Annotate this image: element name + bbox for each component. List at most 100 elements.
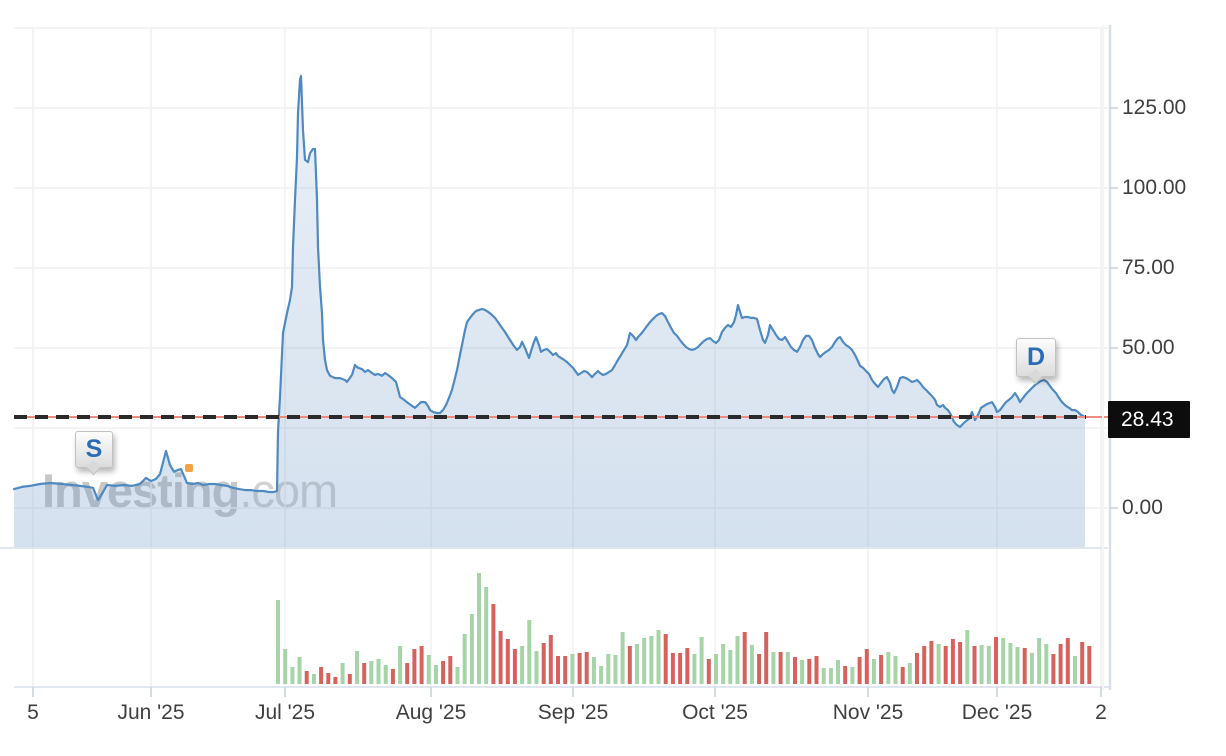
volume-bar [807, 659, 812, 684]
price-area-fill [14, 76, 1085, 547]
event-marker-d[interactable]: D [1016, 338, 1056, 385]
volume-bar [319, 667, 324, 684]
volume-bar [1058, 644, 1063, 684]
volume-bar [778, 652, 783, 684]
marker-letter: D [1026, 343, 1046, 371]
volume-bar [1044, 644, 1049, 684]
volume-bar [915, 653, 919, 684]
volume-bar [390, 669, 395, 684]
volume-bar [1037, 638, 1042, 684]
volume-bar [757, 654, 762, 684]
volume-bar [591, 657, 596, 684]
volume-bar [929, 641, 934, 684]
volume-bar [383, 665, 388, 684]
volume-bar [484, 587, 489, 684]
y-axis-label: 0.00 [1122, 496, 1163, 519]
volume-bar [347, 674, 352, 684]
volume-bar [800, 660, 805, 684]
volume-bar [979, 645, 984, 684]
volume-bar [613, 655, 618, 684]
volume-bar [304, 671, 309, 684]
volume-bar [548, 635, 553, 684]
volume-bar [326, 673, 331, 684]
volume-bar [728, 650, 733, 684]
volume-bar [584, 652, 589, 684]
volume-bar [505, 639, 510, 684]
volume-bar [965, 630, 970, 684]
volume-bar [290, 667, 295, 684]
price-line [12, 74, 1087, 502]
volume-bar [369, 661, 374, 684]
volume-bar [426, 655, 431, 684]
last-price-badge: 28.43 [1108, 401, 1190, 438]
volume-bar [606, 654, 611, 684]
volume-bar [836, 660, 840, 684]
volume-bar [376, 659, 381, 684]
volume-bar [936, 644, 941, 684]
volume-bar [663, 634, 668, 684]
volume-bar [900, 667, 905, 684]
volume-bar [635, 644, 639, 684]
x-axis-label: Aug '25 [395, 701, 467, 724]
x-axis-label: Sep '25 [537, 701, 609, 724]
volume-bar [1008, 643, 1013, 684]
watermark-orange-dot-icon [185, 464, 193, 472]
volume-bar [1080, 642, 1085, 684]
volume-bar [764, 632, 769, 684]
volume-bar [642, 638, 647, 684]
volume-bar [685, 648, 690, 684]
volume-bar [434, 665, 438, 684]
volume-bar [398, 646, 403, 684]
volume-bar [541, 643, 546, 684]
volume-bar [311, 674, 316, 684]
volume-bar [462, 634, 467, 684]
volume-bar [771, 652, 776, 684]
volume-bar [864, 649, 869, 684]
marker-letter: S [85, 435, 103, 463]
volume-bar [520, 646, 525, 684]
volume-bar [857, 657, 862, 684]
volume-bar [283, 649, 288, 684]
volume-bar [412, 649, 417, 684]
volume-bar [749, 645, 754, 684]
volume-bar [950, 639, 955, 684]
volume-bar [785, 652, 790, 684]
volume-bar [1001, 638, 1006, 684]
volume-bar [692, 654, 697, 684]
volume-bar [706, 659, 711, 684]
volume-bar [1087, 646, 1092, 684]
volume-bar [670, 653, 675, 684]
volume-bar [577, 653, 582, 684]
volume-bar [527, 620, 532, 684]
volume-bar [340, 663, 345, 684]
volume-bar [714, 654, 718, 684]
volume-bar [871, 659, 876, 684]
y-axis-label: 125.00 [1122, 96, 1187, 119]
x-axis-label: Nov '25 [832, 701, 904, 724]
volume-bar [1015, 647, 1020, 684]
volume-bar [649, 636, 654, 684]
volume-bar [333, 677, 338, 684]
volume-bar [362, 663, 367, 684]
volume-bar [879, 655, 884, 684]
volume-bar [922, 646, 927, 684]
x-axis-label: 5 [27, 701, 39, 724]
volume-bar [721, 644, 726, 684]
volume-bar [886, 652, 891, 684]
volume-bar [958, 642, 963, 684]
volume-bar [1051, 654, 1056, 684]
volume-bar [498, 631, 503, 684]
volume-bar [355, 651, 359, 684]
x-axis-label: Oct '25 [682, 701, 748, 724]
volume-bar [570, 654, 575, 684]
volume-bar [627, 646, 632, 684]
volume-bar [297, 657, 302, 684]
volume-bar [448, 656, 453, 684]
volume-bar [678, 653, 683, 684]
volume-bar [620, 632, 625, 684]
volume-bar [907, 663, 912, 684]
event-marker-s[interactable]: S [75, 431, 113, 476]
x-axis-label: Dec '25 [961, 701, 1033, 724]
